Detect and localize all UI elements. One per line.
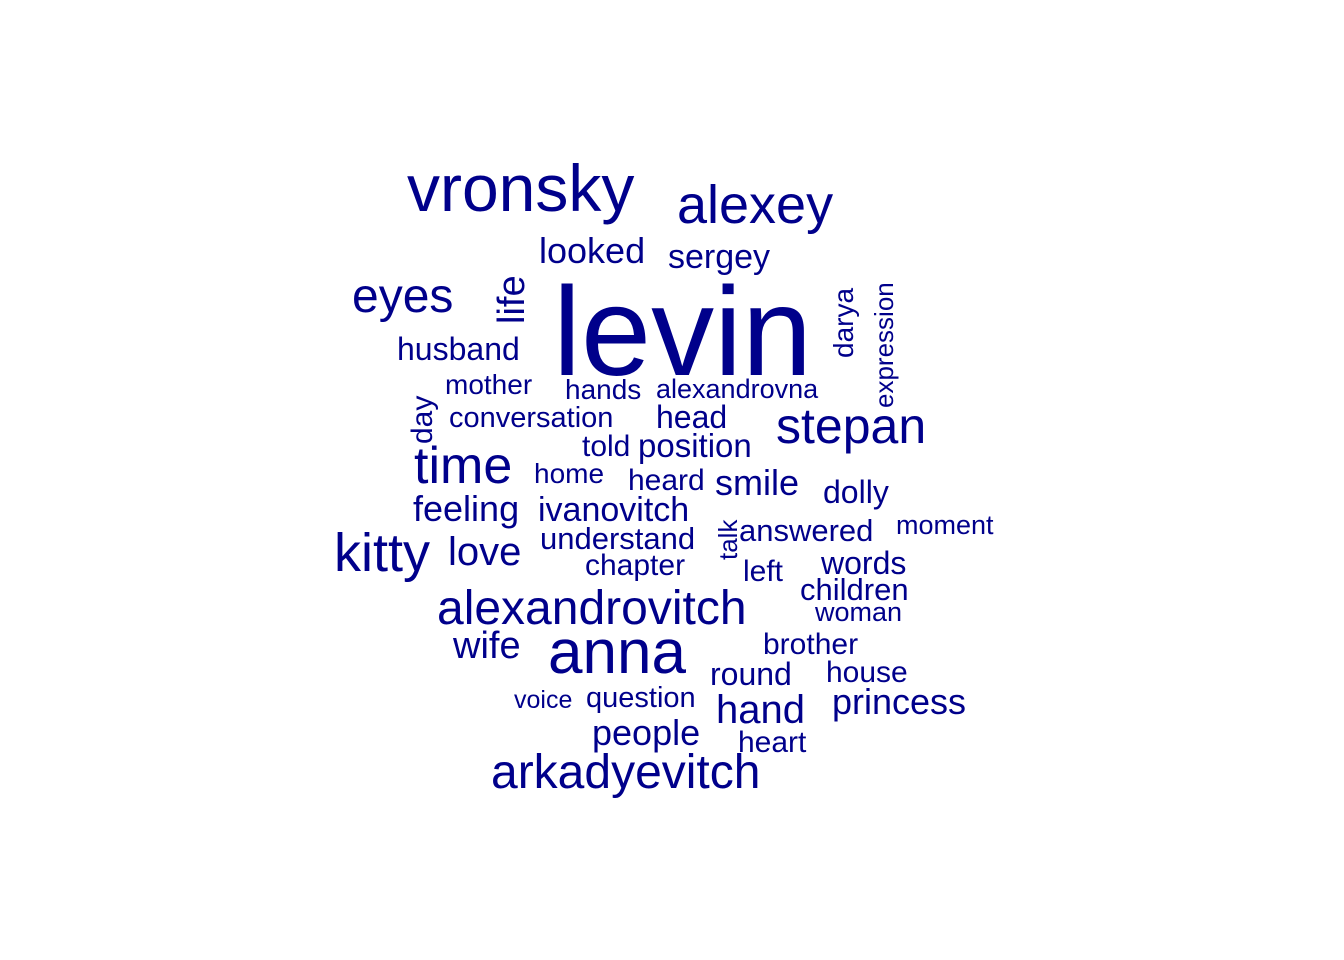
word-levin: levin (553, 261, 813, 402)
word-woman: woman (815, 597, 903, 627)
word-life: life (491, 275, 533, 324)
word-moment: moment (896, 510, 994, 540)
word-husband: husband (397, 331, 520, 367)
word-time: time (414, 437, 513, 495)
word-house: house (826, 656, 908, 689)
word-hand: hand (716, 688, 805, 732)
word-told: told (582, 430, 631, 463)
word-alexandrovitch: alexandrovitch (437, 582, 747, 635)
word-alexey: alexey (677, 175, 834, 235)
word-left: left (743, 555, 784, 588)
word-day: day (406, 395, 439, 444)
word-love: love (448, 530, 522, 574)
word-stepan: stepan (776, 398, 927, 454)
word-kitty: kitty (334, 523, 431, 583)
word-darya: darya (828, 287, 859, 358)
word-ivanovitch: ivanovitch (538, 491, 690, 529)
word-brother: brother (763, 628, 859, 661)
word-mother: mother (445, 369, 533, 400)
word-heart: heart (738, 726, 807, 759)
word-feeling: feeling (413, 488, 520, 529)
word-talk: talk (713, 519, 743, 560)
word-sergey: sergey (668, 238, 771, 276)
word-arkadyevitch: arkadyevitch (491, 746, 761, 799)
word-home: home (534, 458, 605, 489)
word-expression: expression (869, 282, 899, 408)
word-children: children (800, 572, 909, 607)
word-words: words (821, 545, 907, 581)
word-understand: understand (540, 521, 696, 556)
word-eyes: eyes (352, 270, 454, 323)
word-head: head (656, 399, 728, 435)
word-answered: answered (739, 513, 874, 548)
word-princess: princess (832, 681, 967, 722)
word-vronsky: vronsky (407, 151, 635, 225)
word-wife: wife (453, 625, 521, 667)
word-heard: heard (628, 464, 705, 497)
word-hands: hands (565, 374, 642, 405)
word-chapter: chapter (585, 549, 686, 582)
word-anna: anna (548, 618, 686, 687)
word-conversation: conversation (449, 402, 614, 434)
word-position: position (638, 427, 752, 464)
word-smile: smile (715, 462, 800, 503)
word-alexandrovna: alexandrovna (656, 374, 819, 404)
word-looked: looked (539, 230, 646, 271)
word-voice: voice (514, 686, 573, 714)
word-question: question (586, 682, 696, 714)
word-round: round (710, 656, 792, 692)
word-people: people (592, 712, 701, 753)
word-dolly: dolly (823, 474, 889, 510)
